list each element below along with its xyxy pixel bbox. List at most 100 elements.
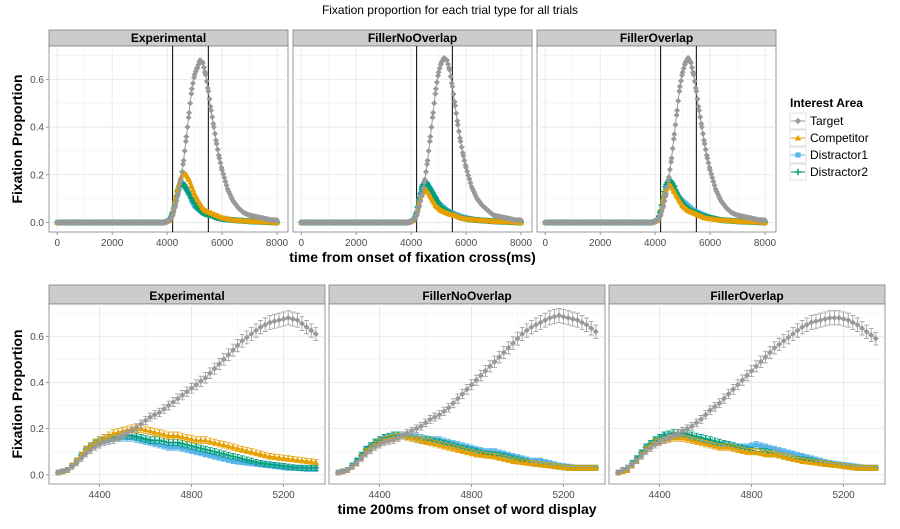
data-point [790, 451, 796, 457]
data-point [458, 144, 465, 151]
data-point [179, 433, 186, 440]
data-point [500, 349, 507, 356]
data-point [460, 152, 467, 159]
data-point [698, 439, 704, 445]
x-tick-label: 4000 [644, 238, 667, 249]
data-point [492, 449, 497, 455]
data-point [652, 441, 658, 448]
data-point [734, 446, 741, 452]
data-point [771, 344, 778, 351]
data-point [202, 446, 209, 453]
data-point [174, 432, 181, 438]
data-point [417, 198, 424, 204]
data-point [239, 337, 246, 344]
data-point [496, 354, 503, 361]
data-point [184, 434, 190, 441]
data-point [767, 451, 773, 457]
data-point [468, 381, 475, 388]
data-point [230, 453, 236, 460]
x-tick-label: 5200 [552, 490, 575, 501]
data-point [151, 411, 158, 418]
data-point [390, 437, 397, 444]
data-point [514, 458, 521, 464]
data-point [523, 459, 530, 466]
data-point [207, 447, 213, 454]
data-point [679, 427, 686, 434]
data-point [142, 436, 149, 442]
data-point [780, 337, 787, 344]
data-point [574, 317, 581, 324]
data-point [786, 450, 791, 456]
legend-key-marker [794, 134, 802, 141]
data-point [695, 103, 702, 110]
x-tick-label: 2000 [345, 238, 368, 249]
x-tick-label: 4000 [400, 238, 423, 249]
data-point [431, 414, 438, 421]
x-tick-label: 2000 [101, 238, 124, 249]
data-point [312, 464, 319, 471]
data-point [836, 314, 842, 321]
facet-strip-label: FillerNoOverlap [368, 31, 457, 45]
data-point [574, 464, 581, 471]
y-tick-label: 0.0 [30, 470, 44, 481]
x-axis-label: time from onset of fixation cross(ms) [289, 249, 536, 265]
data-point [693, 88, 700, 95]
data-point [197, 445, 204, 452]
data-point [426, 138, 433, 145]
data-point [753, 442, 759, 448]
data-point [262, 321, 269, 328]
series-target [615, 310, 879, 476]
data-point [101, 439, 108, 446]
data-point [207, 452, 213, 458]
data-point [216, 455, 222, 460]
plot-area [48, 303, 326, 485]
data-point [691, 78, 698, 85]
data-point [675, 434, 681, 441]
data-point [285, 455, 292, 462]
data-point [808, 319, 815, 326]
legend-item-label: Distractor1 [810, 148, 868, 162]
data-point [161, 406, 167, 412]
data-point [157, 442, 162, 448]
data-point [185, 114, 192, 121]
data-point [560, 464, 567, 470]
data-point [253, 459, 259, 466]
data-point [427, 439, 434, 445]
data-point [565, 464, 572, 471]
data-point [220, 441, 227, 448]
data-point [203, 78, 210, 85]
data-point [339, 468, 346, 475]
data-point [688, 423, 695, 430]
data-point [762, 354, 769, 361]
data-point [225, 351, 232, 358]
data-point [721, 395, 727, 402]
data-point [285, 314, 292, 321]
data-point [854, 464, 861, 471]
data-point [690, 71, 697, 78]
data-point [226, 457, 231, 463]
y-tick-label: 0.6 [30, 75, 44, 86]
data-point [367, 447, 374, 454]
data-point [661, 198, 668, 204]
data-point [454, 117, 461, 124]
data-point [730, 386, 737, 393]
data-point [217, 159, 224, 166]
data-point [482, 452, 489, 458]
legend-key-marker [794, 117, 802, 125]
top-panel-row: Experimental 0 2000 4000 6000 8000 0.0 0.2 0.4 0.… [9, 29, 777, 265]
data-point [670, 136, 677, 142]
data-point [749, 443, 754, 449]
data-point [64, 467, 71, 474]
data-point [119, 432, 126, 439]
data-point [69, 463, 75, 470]
data-point [205, 88, 212, 95]
data-point [92, 439, 98, 445]
data-point [496, 454, 503, 460]
series-target [335, 308, 599, 476]
data-point [202, 374, 209, 381]
data-point [235, 459, 240, 464]
data-point [579, 464, 585, 471]
data-point [702, 146, 709, 153]
data-point [184, 446, 190, 452]
